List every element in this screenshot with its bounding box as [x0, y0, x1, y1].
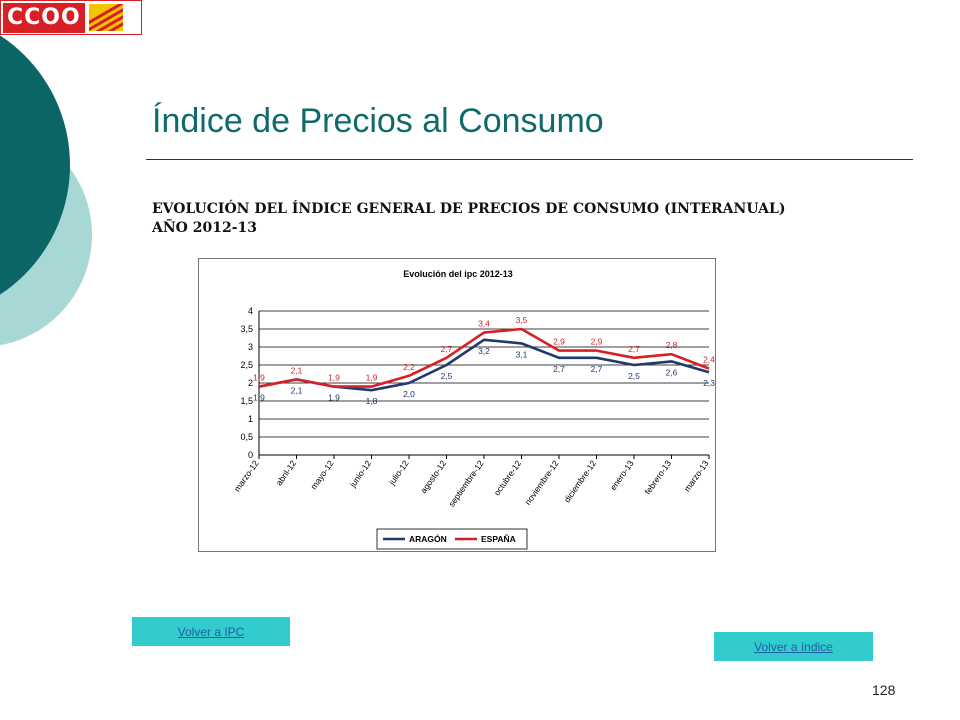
x-tick-label: abril-12 [274, 458, 299, 487]
data-label-aragon: 2,7 [591, 364, 603, 374]
data-label-espana: 2,1 [291, 365, 303, 375]
deco-dark-circle [0, 35, 70, 295]
y-tick-label: 0,5 [240, 432, 253, 442]
x-tick-label: noviembre-12 [523, 458, 561, 507]
volver-indice-button[interactable]: Volver a índice [714, 632, 873, 661]
ipc-chart: Evolución del ipc 2012-13 0 0,5 1 1,5 2 2,5 3 3,… [198, 258, 716, 552]
data-label-aragon: 2,0 [403, 389, 415, 399]
data-label-aragon: 2,7 [553, 364, 565, 374]
data-label-aragon: 2,1 [291, 385, 303, 395]
data-label-espana: 2,9 [591, 337, 603, 347]
chart-heading: EVOLUCIÓN DEL ÍNDICE GENERAL DE PRECIOS … [152, 200, 785, 238]
data-label-espana: 2,9 [553, 337, 565, 347]
data-label-espana: 3,5 [516, 315, 528, 325]
data-label-aragon: 1,9 [253, 393, 265, 403]
data-label-espana: 2,4 [703, 355, 715, 365]
data-label-aragon: 3,1 [516, 349, 528, 359]
y-tick-label: 0 [248, 450, 253, 460]
aragon-flag-icon [88, 4, 123, 31]
y-tick-label: 3,5 [240, 324, 253, 334]
series-line-espana [258, 327, 710, 388]
y-tick-label: 1 [248, 414, 253, 424]
logo-text: CCOO [3, 2, 85, 33]
x-tick-label: enero-13 [608, 458, 636, 492]
x-tick-label: agosto-12 [418, 458, 448, 495]
heading-line-1: EVOLUCIÓN DEL ÍNDICE GENERAL DE PRECIOS … [152, 201, 786, 217]
data-label-espana: 1,9 [328, 373, 340, 383]
data-label-espana: 2,8 [666, 340, 678, 350]
data-label-aragon: 1,8 [366, 396, 378, 406]
decorative-circles [0, 35, 92, 346]
x-tick-label: marzo-13 [682, 458, 711, 493]
data-label-aragon: 3,2 [478, 346, 490, 356]
x-tick-label: marzo-12 [232, 458, 261, 493]
title-divider [146, 159, 913, 160]
data-label-aragon: 2,3 [703, 378, 715, 388]
ipc-chart-svg: Evolución del ipc 2012-13 0 0,5 1 1,5 2 2,5 3 3,… [232, 269, 715, 550]
slide-title: Índice de Precios al Consumo [152, 102, 604, 140]
data-label-espana: 2,2 [403, 362, 415, 372]
volver-ipc-button[interactable]: Volver a IPC [132, 617, 290, 646]
legend-box [376, 528, 528, 550]
ccoo-logo: CCOO [0, 0, 142, 35]
data-label-espana: 1,9 [253, 373, 265, 383]
x-tick-label: octubre-12 [492, 458, 524, 497]
data-label-aragon: 2,6 [666, 367, 678, 377]
y-tick-label: 1,5 [240, 396, 253, 406]
heading-line-2: AÑO 2012-13 [152, 220, 257, 236]
page-number: 128 [872, 682, 896, 698]
x-tick-label: mayo-12 [308, 458, 335, 491]
y-tick-label: 2,5 [240, 360, 253, 370]
x-tick-label: diciembre-12 [562, 458, 599, 504]
x-tick-label: febrero-13 [642, 458, 673, 496]
legend-label: ESPAÑA [481, 534, 516, 544]
data-label-espana: 2,7 [441, 344, 453, 354]
x-tick-label: junio-12 [347, 458, 373, 490]
data-label-aragon: 2,5 [628, 371, 640, 381]
data-label-espana: 1,9 [366, 373, 378, 383]
data-label-espana: 3,4 [478, 319, 490, 329]
x-tick-label: septiembre-12 [446, 458, 486, 508]
data-label-aragon: 2,5 [441, 371, 453, 381]
chart-title: Evolución del ipc 2012-13 [403, 269, 513, 279]
y-tick-label: 3 [248, 342, 253, 352]
y-tick-label: 2 [248, 378, 253, 388]
x-tick-label: julio-12 [386, 458, 411, 487]
y-tick-label: 4 [248, 306, 253, 316]
data-label-aragon: 1,9 [328, 393, 340, 403]
legend-label: ARAGÓN [409, 533, 447, 544]
data-label-espana: 2,7 [628, 344, 640, 354]
